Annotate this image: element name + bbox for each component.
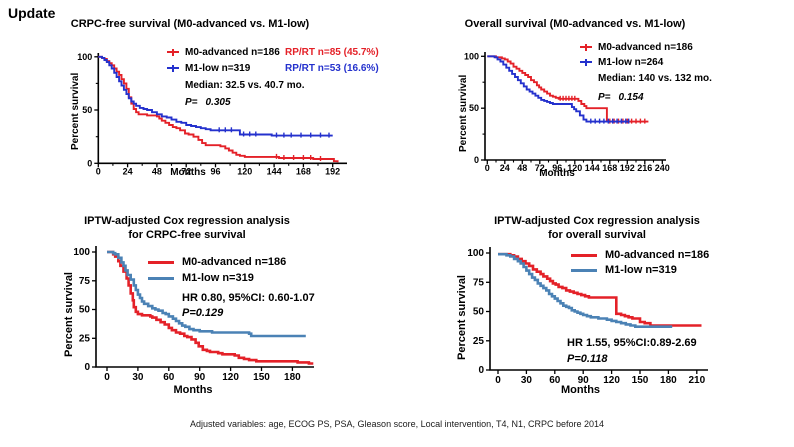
km-plot-overall: 0 24 48 72 96 120 144 168 192 216 240 0 50 100 [464,51,670,173]
svg-text:0: 0 [474,155,479,165]
legend-label-m0: M0-advanced n=186 [182,256,287,268]
svg-text:0: 0 [96,166,101,176]
steel-blue-line-marker [148,276,174,280]
svg-text:50: 50 [473,307,485,318]
svg-text:100: 100 [467,248,484,259]
svg-text:90: 90 [578,375,590,386]
svg-text:72: 72 [535,163,545,173]
svg-text:96: 96 [552,163,562,173]
legend-label-m0: M0-advanced n=186 [598,41,693,53]
svg-text:120: 120 [603,375,620,386]
svg-text:100: 100 [464,51,479,61]
svg-text:24: 24 [123,166,133,176]
legend-row-m0: M0-advanced n=186 [571,249,709,261]
km-plot-iptw-crpc-free: 0 30 60 90 120 150 180 0 25 50 75 100 [73,246,314,383]
legend-label-m1: M1-low n=264 [598,56,664,68]
svg-text:240: 240 [655,163,670,173]
legend-label-m0: M0-advanced n=186 [185,46,280,58]
legend-row-m0: M0-advanced n=186 [148,256,286,268]
svg-text:120: 120 [567,163,582,173]
red-line-marker [571,253,597,257]
svg-text:24: 24 [500,163,510,173]
red-censor-line-marker [580,43,592,51]
blue-censor-line-marker [580,58,592,66]
x-axis-label: Months [173,384,213,396]
svg-text:50: 50 [79,305,91,316]
chart-title: IPTW-adjusted Cox regression analysis fo… [494,215,700,241]
blue-censor-line-marker [167,64,179,72]
svg-text:216: 216 [637,163,652,173]
red-censor-line-marker [167,48,179,56]
update-label: Update [8,5,56,21]
svg-text:120: 120 [222,372,239,383]
svg-text:60: 60 [163,372,175,383]
legend-row-m1: M1-low n=319 RP/RT n=53 (16.6%) [167,62,379,74]
svg-text:180: 180 [284,372,301,383]
svg-text:150: 150 [253,372,270,383]
svg-text:60: 60 [549,375,561,386]
km-plot-crpc-free: 0 24 48 72 96 120 144 168 192 0 50 100 [77,52,347,176]
legend-row-m0: M0-advanced n=186 [580,41,693,53]
svg-text:192: 192 [620,163,635,173]
chart-title: Overall survival (M0-advanced vs. M1-low… [464,18,686,30]
svg-text:0: 0 [84,362,90,373]
legend-row-m0: M0-advanced n=186 RP/RT n=85 (45.7%) [167,46,379,58]
svg-text:90: 90 [194,372,206,383]
svg-text:0: 0 [87,158,92,168]
rp-rt-note-m0: RP/RT n=85 (45.7%) [285,46,379,58]
svg-text:150: 150 [632,375,649,386]
chart-title: CRPC-free survival (M0-advanced vs. M1-l… [70,18,310,30]
svg-text:48: 48 [517,163,527,173]
svg-text:144: 144 [585,163,600,173]
legend-label-m1: M1-low n=319 [605,264,677,276]
hr-text: HR 1.55, 95%CI:0.89-2.69 [567,337,697,349]
svg-text:75: 75 [79,276,91,287]
svg-text:100: 100 [77,52,92,62]
hr-text: HR 0.80, 95%CI: 0.60-1.07 [182,292,315,304]
p-value-text: P= 0.305 [185,97,231,108]
legend-row-m1: M1-low n=264 [580,56,663,68]
adjusted-variables-footnote: Adjusted variables: age, ECOG PS, PSA, G… [189,419,605,429]
red-line-marker [148,260,174,264]
svg-text:0: 0 [478,365,484,376]
svg-text:192: 192 [325,166,340,176]
svg-text:0: 0 [485,163,490,173]
median-text: Median: 32.5 vs. 40.7 mo. [185,80,305,91]
km-plot-iptw-overall: 0 30 60 90 120 150 180 210 0 25 50 75 100 [467,247,708,386]
legend-row-m1: M1-low n=319 [148,272,254,284]
svg-text:144: 144 [267,166,282,176]
svg-text:168: 168 [296,166,311,176]
svg-text:0: 0 [104,372,110,383]
legend-row-m1: M1-low n=319 [571,264,677,276]
svg-text:30: 30 [132,372,144,383]
chart-title: IPTW-adjusted Cox regression analysis fo… [84,215,290,241]
svg-text:25: 25 [79,333,91,344]
rp-rt-note-m1: RP/RT n=53 (16.6%) [285,62,379,74]
x-axis-label: Months [539,168,575,179]
svg-text:50: 50 [469,103,479,113]
legend-label-m1: M1-low n=319 [185,62,251,74]
svg-text:72: 72 [181,166,191,176]
svg-text:30: 30 [521,375,533,386]
p-value-text: P=0.129 [182,307,224,319]
median-text: Median: 140 vs. 132 mo. [598,73,712,84]
svg-text:96: 96 [210,166,220,176]
svg-text:75: 75 [473,277,485,288]
legend-label-m1: M1-low n=319 [182,272,254,284]
legend-label-m0: M0-advanced n=186 [605,249,710,261]
x-axis-label: Months [170,167,206,178]
svg-text:0: 0 [495,375,501,386]
svg-text:180: 180 [660,375,677,386]
svg-text:168: 168 [602,163,617,173]
steel-blue-line-marker [571,268,597,272]
svg-text:120: 120 [237,166,252,176]
svg-text:100: 100 [73,247,90,258]
x-axis-label: Months [560,384,601,396]
svg-text:25: 25 [473,336,485,347]
p-value-text: P= 0.154 [598,92,644,103]
p-value-text: P=0.118 [567,353,608,365]
svg-text:48: 48 [152,166,162,176]
svg-text:50: 50 [82,105,92,115]
svg-text:210: 210 [688,375,705,386]
